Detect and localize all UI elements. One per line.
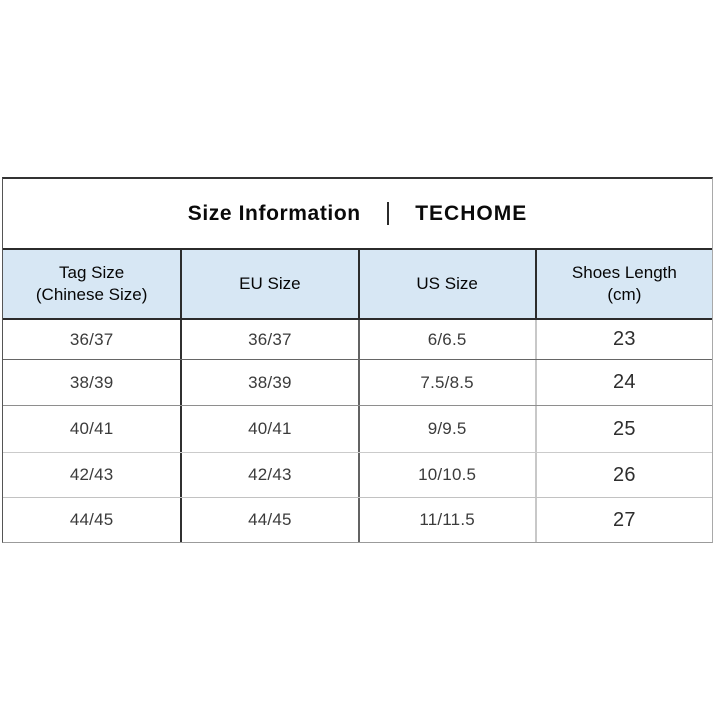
table-row: 42/43 42/43 10/10.5 26: [3, 452, 712, 497]
column-header-line: EU Size: [239, 274, 301, 293]
column-header-line: (cm): [607, 285, 642, 304]
cell-shoes-length: 25: [534, 406, 712, 452]
cell-tag-size: 42/43: [69, 465, 114, 484]
page-title: Size Information: [187, 201, 361, 225]
cell-shoes-length: 23: [534, 320, 712, 359]
column-header-line: US Size: [416, 274, 478, 293]
table-row: 38/39 38/39 7.5/8.5 24: [3, 359, 712, 405]
column-header-line: Tag Size: [59, 263, 125, 282]
table-row: 44/45 44/45 11/11.5 27: [3, 497, 712, 542]
title-divider: |: [384, 198, 392, 226]
size-table: Size Information | TECHOME Tag Size (Chi…: [2, 177, 713, 543]
column-header-line: Shoes Length: [571, 263, 677, 282]
table-row: 40/41 40/41 9/9.5 25: [3, 405, 712, 452]
column-header-tag-size: Tag Size (Chinese Size): [3, 250, 180, 318]
cell-us-size: 10/10.5: [357, 453, 535, 497]
cell-shoes-length: 26: [534, 453, 712, 497]
cell-eu-size: 38/39: [180, 360, 357, 405]
cell-tag-size: 36/37: [69, 329, 114, 349]
column-header-us-size: US Size: [357, 250, 535, 318]
cell-eu-size: 40/41: [180, 406, 357, 452]
cell-eu-size: 44/45: [180, 498, 357, 542]
cell-shoes-length: 24: [534, 360, 712, 405]
cell-us-size: 9/9.5: [357, 406, 535, 452]
table-header-row: Tag Size (Chinese Size) EU Size US Size …: [3, 250, 712, 320]
brand-name: TECHOME: [415, 201, 528, 225]
cell-tag-size: 38/39: [69, 372, 114, 392]
cell-eu-size: 36/37: [180, 320, 357, 359]
cell-tag-size: 40/41: [69, 419, 114, 438]
cell-shoes-length: 27: [534, 498, 712, 542]
column-header-shoes-length: Shoes Length (cm): [534, 250, 712, 318]
table-row: 36/37 36/37 6/6.5 23: [3, 320, 712, 359]
table-body: 36/37 36/37 6/6.5 23 38/39 38/39 7.5/8.5…: [3, 320, 712, 542]
cell-us-size: 11/11.5: [357, 498, 535, 542]
cell-tag-size: 44/45: [69, 510, 114, 529]
cell-us-size: 6/6.5: [357, 320, 535, 359]
table-title-row: Size Information | TECHOME: [3, 179, 712, 250]
column-header-line: (Chinese Size): [35, 285, 148, 304]
column-header-eu-size: EU Size: [180, 250, 357, 318]
cell-us-size: 7.5/8.5: [357, 360, 535, 405]
cell-eu-size: 42/43: [180, 453, 357, 497]
